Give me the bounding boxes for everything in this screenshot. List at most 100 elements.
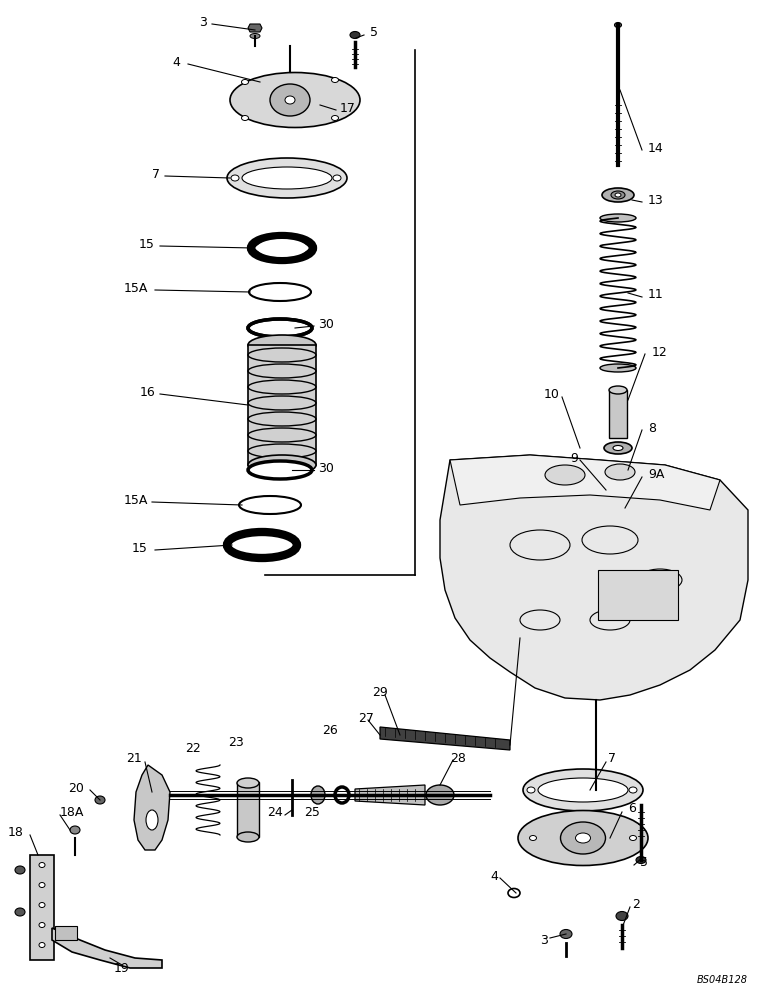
Ellipse shape — [39, 922, 45, 928]
Ellipse shape — [604, 464, 632, 476]
Text: 9: 9 — [571, 452, 578, 464]
Ellipse shape — [333, 175, 341, 181]
Text: 23: 23 — [228, 736, 244, 748]
Ellipse shape — [270, 84, 310, 116]
Text: 26: 26 — [322, 724, 338, 736]
Ellipse shape — [600, 214, 636, 222]
Polygon shape — [134, 765, 170, 850]
Text: 29: 29 — [372, 686, 388, 698]
Ellipse shape — [231, 175, 239, 181]
Ellipse shape — [604, 442, 632, 454]
Bar — [598, 570, 678, 620]
Ellipse shape — [237, 832, 259, 842]
Text: 6: 6 — [628, 802, 636, 814]
Bar — [55, 926, 77, 940]
Ellipse shape — [15, 866, 25, 874]
Text: 3: 3 — [199, 15, 207, 28]
Text: 5: 5 — [640, 856, 648, 868]
Ellipse shape — [545, 465, 585, 485]
Bar — [30, 855, 54, 960]
Polygon shape — [248, 24, 262, 32]
Bar — [609, 390, 627, 438]
Polygon shape — [440, 455, 748, 700]
Ellipse shape — [508, 888, 520, 898]
Text: 15: 15 — [139, 237, 155, 250]
Ellipse shape — [248, 455, 316, 475]
Ellipse shape — [239, 496, 301, 514]
Text: 14: 14 — [648, 141, 664, 154]
Ellipse shape — [15, 908, 25, 916]
Text: 18A: 18A — [60, 806, 84, 818]
Ellipse shape — [39, 882, 45, 888]
Ellipse shape — [608, 485, 628, 495]
Ellipse shape — [250, 33, 260, 38]
Text: 8: 8 — [648, 422, 656, 434]
Ellipse shape — [616, 912, 628, 920]
Ellipse shape — [311, 786, 325, 804]
Text: 9A: 9A — [648, 468, 665, 482]
Text: 15A: 15A — [124, 282, 148, 294]
Ellipse shape — [350, 31, 360, 38]
Text: 13: 13 — [648, 194, 664, 207]
Text: 4: 4 — [172, 55, 180, 68]
Ellipse shape — [248, 335, 316, 355]
Ellipse shape — [629, 836, 636, 840]
Text: 25: 25 — [304, 806, 320, 818]
Bar — [237, 782, 259, 837]
Text: 28: 28 — [450, 752, 466, 764]
Text: 7: 7 — [152, 167, 160, 180]
Ellipse shape — [560, 930, 572, 938]
Ellipse shape — [538, 778, 628, 802]
Ellipse shape — [605, 464, 635, 480]
Ellipse shape — [527, 787, 535, 793]
Ellipse shape — [600, 364, 636, 372]
Polygon shape — [380, 727, 510, 750]
Ellipse shape — [285, 96, 295, 104]
Ellipse shape — [248, 319, 312, 337]
Text: 22: 22 — [185, 742, 201, 754]
Text: 17: 17 — [340, 102, 356, 114]
Text: 5: 5 — [370, 25, 378, 38]
Text: 27: 27 — [358, 712, 374, 724]
Bar — [248, 345, 316, 465]
Ellipse shape — [629, 787, 637, 793]
Text: 3: 3 — [540, 934, 548, 946]
Ellipse shape — [611, 191, 625, 199]
Ellipse shape — [636, 856, 646, 863]
Ellipse shape — [230, 73, 360, 127]
Ellipse shape — [615, 193, 621, 197]
Text: 30: 30 — [318, 462, 334, 475]
Text: 20: 20 — [68, 782, 84, 794]
Text: 19: 19 — [114, 962, 130, 974]
Text: 21: 21 — [127, 752, 142, 764]
Ellipse shape — [523, 769, 643, 811]
Ellipse shape — [615, 22, 621, 27]
Ellipse shape — [237, 778, 259, 788]
Ellipse shape — [518, 810, 648, 865]
Text: BS04B128: BS04B128 — [697, 975, 748, 985]
Text: 24: 24 — [267, 806, 283, 818]
Ellipse shape — [233, 538, 291, 552]
Text: 2: 2 — [632, 898, 640, 912]
Text: 15A: 15A — [124, 493, 148, 506]
Ellipse shape — [242, 167, 332, 189]
Ellipse shape — [39, 862, 45, 867]
Ellipse shape — [613, 446, 623, 450]
Ellipse shape — [335, 787, 349, 803]
Ellipse shape — [609, 386, 627, 394]
Text: 30: 30 — [318, 318, 334, 330]
Ellipse shape — [227, 158, 347, 198]
Ellipse shape — [331, 78, 338, 83]
Ellipse shape — [614, 488, 622, 492]
Ellipse shape — [560, 822, 605, 854]
Text: 7: 7 — [608, 752, 616, 764]
Ellipse shape — [39, 942, 45, 948]
Polygon shape — [450, 455, 720, 510]
Ellipse shape — [426, 785, 454, 805]
Text: 4: 4 — [490, 869, 498, 882]
Ellipse shape — [248, 461, 312, 479]
Ellipse shape — [70, 826, 80, 834]
Ellipse shape — [146, 810, 158, 830]
Ellipse shape — [331, 115, 338, 120]
Text: 15: 15 — [132, 542, 148, 554]
